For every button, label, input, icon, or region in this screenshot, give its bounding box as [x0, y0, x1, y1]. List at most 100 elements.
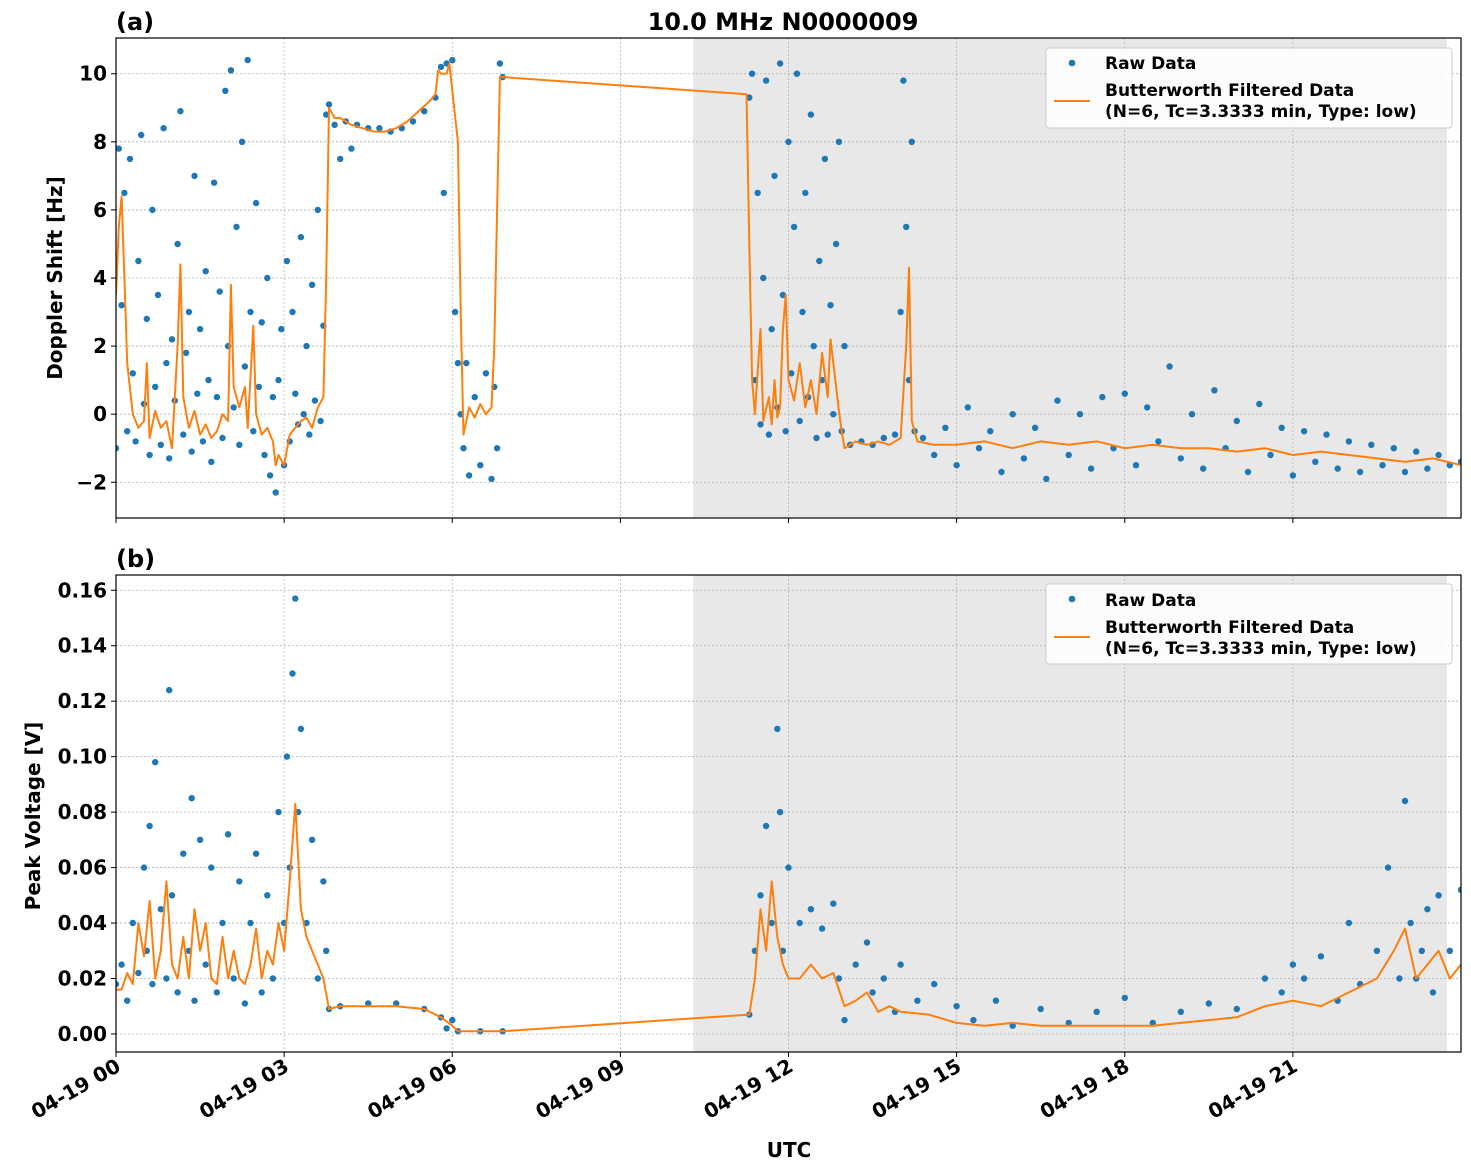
raw-data-point — [1177, 1008, 1185, 1015]
raw-data-point — [1043, 475, 1050, 483]
raw-data-point — [914, 997, 921, 1004]
raw-data-point — [1356, 468, 1364, 476]
raw-data-point — [463, 359, 470, 367]
raw-data-point — [493, 445, 501, 452]
raw-data-point — [443, 1025, 450, 1032]
x-tick-label: 04-19 09 — [531, 1054, 629, 1124]
raw-data-point — [1446, 947, 1454, 954]
x-tick-label: 04-19 03 — [195, 1054, 293, 1124]
raw-data-point — [1401, 468, 1409, 476]
raw-data-point — [998, 468, 1005, 476]
raw-data-point — [1289, 472, 1297, 479]
raw-data-point — [802, 189, 809, 197]
raw-data-point — [1289, 961, 1297, 968]
raw-data-point — [222, 87, 229, 95]
raw-data-point — [314, 975, 321, 982]
raw-data-point — [1244, 468, 1252, 476]
raw-data-point — [174, 240, 181, 248]
raw-data-point — [180, 850, 187, 857]
panel-b-legend: Raw Data Butterworth Filtered Data (N=6,… — [1045, 583, 1453, 665]
raw-data-point — [1345, 919, 1353, 927]
raw-data-point — [149, 206, 156, 214]
raw-data-point — [308, 836, 316, 843]
raw-data-point — [748, 70, 756, 77]
panel-a-legend: Raw Data Butterworth Filtered Data (N=6,… — [1045, 47, 1453, 129]
raw-data-point — [168, 336, 176, 343]
raw-data-point — [143, 315, 150, 323]
legend-raw-label: Raw Data — [1105, 54, 1196, 74]
raw-data-point — [1065, 1019, 1072, 1027]
raw-data-point — [1155, 438, 1162, 445]
raw-data-point — [768, 919, 775, 927]
raw-data-point — [1407, 919, 1414, 927]
raw-data-point — [202, 268, 209, 275]
raw-data-point — [129, 370, 136, 377]
raw-data-point — [869, 989, 876, 996]
raw-data-point — [830, 411, 837, 418]
raw-data-point — [300, 411, 307, 418]
raw-data-point — [124, 997, 131, 1004]
raw-data-point — [1233, 1005, 1241, 1013]
raw-data-point — [762, 822, 770, 830]
raw-data-point — [1020, 455, 1028, 462]
raw-data-point — [191, 172, 198, 180]
raw-data-point — [216, 288, 223, 295]
y-tick-label: 6 — [93, 198, 107, 222]
raw-data-point — [799, 308, 806, 316]
raw-data-point — [116, 980, 120, 988]
raw-data-point — [953, 462, 960, 469]
raw-data-point — [266, 472, 274, 479]
raw-data-point — [1054, 397, 1061, 404]
raw-data-point — [365, 1000, 372, 1007]
raw-data-point — [1379, 462, 1386, 469]
raw-data-point — [196, 325, 204, 333]
raw-data-point — [219, 919, 226, 927]
raw-data-point — [987, 428, 994, 435]
raw-data-point — [1149, 1019, 1157, 1027]
raw-data-point — [821, 155, 829, 163]
raw-data-point — [975, 445, 983, 452]
y-tick-label: 0.04 — [58, 911, 107, 935]
raw-data-point — [247, 919, 254, 927]
axes-frame — [115, 574, 1462, 1053]
raw-data-point — [1233, 417, 1241, 425]
raw-data-point — [124, 428, 131, 435]
raw-data-point — [1267, 451, 1274, 459]
raw-data-point — [258, 319, 265, 326]
raw-data-point — [292, 595, 299, 602]
raw-data-point — [278, 325, 285, 333]
panel-a-ylabel: Doppler Shift [Hz] — [43, 176, 67, 380]
raw-data-point — [1401, 797, 1409, 805]
raw-data-point — [154, 291, 162, 299]
raw-data-point — [1334, 465, 1341, 472]
raw-data-point — [1278, 989, 1285, 996]
raw-data-point — [317, 417, 324, 425]
raw-data-point — [488, 475, 495, 483]
raw-data-point — [1424, 465, 1431, 472]
raw-data-point — [174, 989, 181, 996]
raw-data-point — [880, 434, 887, 442]
axes-frame — [115, 37, 1462, 519]
raw-data-point — [477, 462, 484, 469]
legend-filtered-label: Butterworth Filtered Data — [1105, 618, 1354, 638]
raw-data-point — [1031, 424, 1039, 431]
raw-data-point — [160, 125, 167, 132]
raw-data-point — [337, 155, 344, 163]
y-tick-label: 0.16 — [58, 578, 107, 602]
raw-data-point — [168, 892, 176, 899]
raw-data-point — [779, 291, 787, 299]
raw-data-point — [465, 472, 473, 479]
raw-data-point — [1099, 393, 1106, 401]
plot-area — [116, 56, 1461, 496]
raw-data-point — [255, 383, 263, 391]
raw-data-point — [437, 63, 445, 71]
raw-data-point — [157, 906, 164, 913]
raw-data-point — [135, 969, 142, 977]
raw-data-point — [325, 101, 333, 108]
legend-raw-marker — [1068, 595, 1076, 603]
raw-data-point — [188, 795, 195, 802]
raw-data-point — [897, 961, 904, 968]
raw-data-point — [841, 1016, 848, 1024]
raw-data-point — [827, 302, 834, 309]
raw-data-point — [194, 390, 201, 397]
